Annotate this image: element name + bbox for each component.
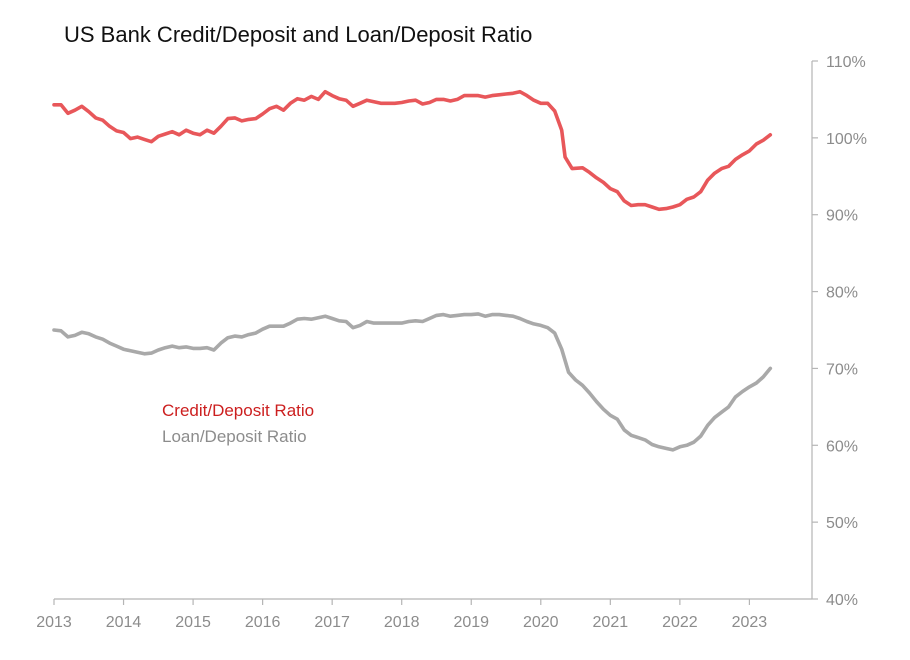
x-tick-label: 2013 xyxy=(36,614,72,631)
y-tick-label: 60% xyxy=(826,438,858,455)
x-tick-label: 2021 xyxy=(593,614,629,631)
x-tick-label: 2019 xyxy=(453,614,489,631)
y-tick-label: 100% xyxy=(826,131,867,148)
loan-deposit-ratio-line xyxy=(52,312,773,452)
y-axis-ticks: 40% 50% 60% 70% 80% 90% 100% 110% xyxy=(812,54,867,609)
y-tick-label: 110% xyxy=(826,54,866,71)
credit-deposit-ratio-line xyxy=(52,89,773,212)
legend-loan-deposit: Loan/Deposit Ratio xyxy=(162,427,307,446)
chart-title: US Bank Credit/Deposit and Loan/Deposit … xyxy=(64,22,533,47)
x-tick-label: 2017 xyxy=(314,614,350,631)
legend-credit-deposit: Credit/Deposit Ratio xyxy=(162,401,314,420)
y-tick-label: 40% xyxy=(826,592,858,609)
x-axis-ticks: 2013 2014 2015 2016 2017 2018 2019 2020 2021 2022… xyxy=(36,599,767,631)
series-lines xyxy=(52,89,773,452)
x-tick-label: 2015 xyxy=(175,614,211,631)
y-tick-label: 90% xyxy=(826,208,858,225)
x-tick-label: 2016 xyxy=(245,614,281,631)
y-tick-label: 70% xyxy=(826,361,858,378)
y-tick-label: 50% xyxy=(826,515,858,532)
x-tick-label: 2023 xyxy=(732,614,768,631)
x-tick-label: 2022 xyxy=(662,614,698,631)
axes xyxy=(54,61,813,600)
x-tick-label: 2020 xyxy=(523,614,559,631)
x-tick-label: 2014 xyxy=(106,614,142,631)
y-tick-label: 80% xyxy=(826,285,858,302)
x-tick-label: 2018 xyxy=(384,614,420,631)
legend: Credit/Deposit Ratio Loan/Deposit Ratio xyxy=(162,401,314,446)
